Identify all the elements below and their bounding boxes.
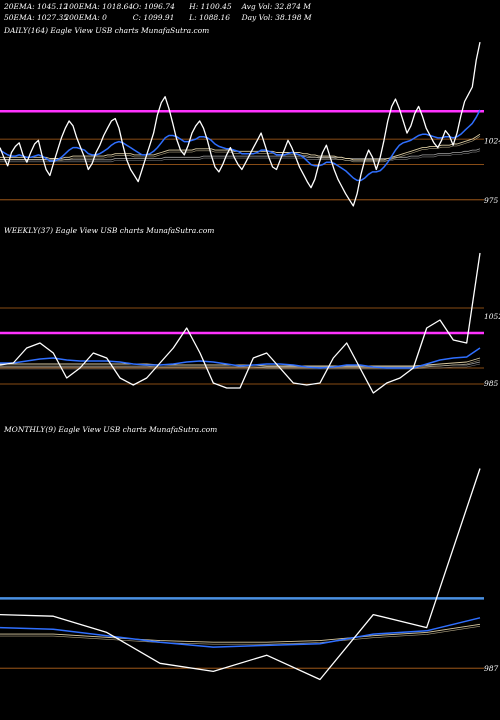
open-value: O: 1096.74 (132, 2, 175, 11)
monthly-panel-title: MONTHLY(9) Eagle View USB charts MunafaS… (4, 425, 218, 434)
daily-panel: 1024 975 (0, 41, 500, 207)
close-value: C: 1099.91 (132, 13, 175, 22)
monthly-price-line (0, 468, 481, 681)
high-value: H: 1100.45 (189, 2, 232, 11)
ema100-value: 100EMA: 1018.64 (64, 2, 134, 11)
monthly-ema-slow-line (0, 623, 481, 643)
daily-ema-other-band-line (0, 150, 481, 163)
monthly-ema-fast-line (0, 617, 481, 648)
monthly-panel: 987 (0, 468, 499, 681)
avg-volume-value: Avg Vol: 32.874 M (241, 2, 311, 11)
daily-ema-slow-line (0, 133, 481, 161)
header-row-1: 20EMA: 1045.12 100EMA: 1018.64 O: 1096.7… (4, 2, 311, 11)
low-value: L: 1088.16 (189, 13, 231, 22)
day-volume-value: Day Vol: 38.198 M (241, 13, 312, 22)
ema200-value: 200EMA: 0 (64, 13, 107, 22)
weekly-ema-fast-line (0, 347, 481, 369)
weekly-panel: 1052 985 (0, 252, 500, 394)
daily-panel-title: DAILY(164) Eagle View USB charts MunafaS… (4, 26, 210, 35)
weekly-price-line (0, 252, 481, 394)
weekly-ema-other-band-line (0, 363, 481, 370)
ema20-value: 20EMA: 1045.12 (4, 2, 69, 11)
header-row-2: 50EMA: 1027.35 200EMA: 0 C: 1099.91 L: 1… (4, 13, 312, 22)
weekly-y-tick-label-0: 1052 (484, 312, 500, 321)
weekly-ema-slow-line (0, 357, 481, 367)
daily-y-tick-label-1: 975 (484, 196, 499, 205)
weekly-y-tick-label-1: 985 (484, 379, 499, 388)
daily-y-tick-label-0: 1024 (484, 136, 500, 145)
daily-ema-other-line (0, 148, 481, 161)
weekly-panel-title: WEEKLY(37) Eagle View USB charts MunafaS… (4, 226, 215, 235)
daily-ema-fast-line (0, 109, 481, 182)
daily-price-line (0, 41, 481, 207)
monthly-ema-slow-band-line (0, 626, 481, 645)
ema50-value: 50EMA: 1027.35 (4, 13, 69, 22)
monthly-y-tick-label-0: 987 (484, 664, 499, 673)
